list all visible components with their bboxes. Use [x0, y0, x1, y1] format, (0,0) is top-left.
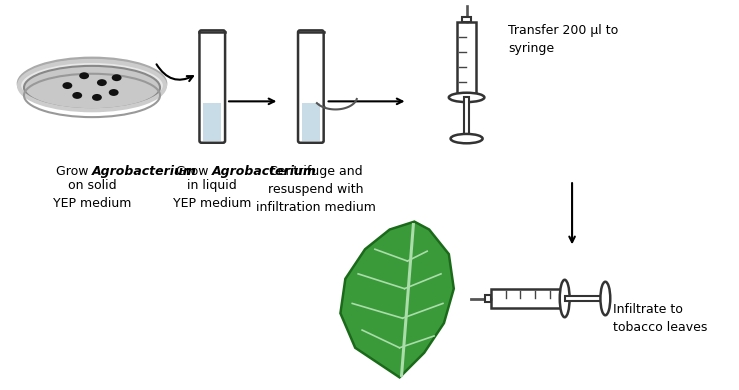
- FancyBboxPatch shape: [298, 30, 324, 143]
- Text: Agrobacterium: Agrobacterium: [92, 165, 197, 179]
- Polygon shape: [341, 222, 454, 378]
- Bar: [457, 23, 476, 98]
- Text: Agrobacterium: Agrobacterium: [212, 165, 317, 179]
- Ellipse shape: [79, 72, 89, 79]
- Ellipse shape: [559, 280, 570, 317]
- Text: Transfer 200 µl to
syringe: Transfer 200 µl to syringe: [508, 25, 619, 55]
- Text: Grow: Grow: [55, 165, 92, 179]
- Bar: [302, 103, 320, 141]
- Text: on solid
YEP medium: on solid YEP medium: [52, 179, 132, 210]
- Ellipse shape: [97, 79, 107, 86]
- Ellipse shape: [600, 282, 610, 315]
- FancyBboxPatch shape: [200, 30, 225, 143]
- Text: Centrifuge and
resuspend with
infiltration medium: Centrifuge and resuspend with infiltrati…: [256, 165, 375, 214]
- Ellipse shape: [62, 82, 72, 89]
- Text: in liquid
YEP medium: in liquid YEP medium: [173, 179, 251, 210]
- Text: Infiltrate to
tobacco leaves: Infiltrate to tobacco leaves: [613, 303, 708, 335]
- Ellipse shape: [112, 74, 122, 81]
- Ellipse shape: [109, 89, 119, 96]
- Ellipse shape: [451, 134, 483, 143]
- Bar: [462, 17, 471, 23]
- Ellipse shape: [18, 58, 166, 109]
- Ellipse shape: [449, 93, 484, 102]
- Bar: [203, 103, 221, 141]
- Text: Grow: Grow: [176, 165, 212, 179]
- Ellipse shape: [72, 92, 82, 99]
- Ellipse shape: [92, 94, 102, 101]
- Bar: [565, 296, 605, 301]
- Bar: [491, 289, 565, 308]
- Bar: [485, 294, 491, 303]
- Ellipse shape: [24, 66, 160, 109]
- Bar: [464, 98, 469, 138]
